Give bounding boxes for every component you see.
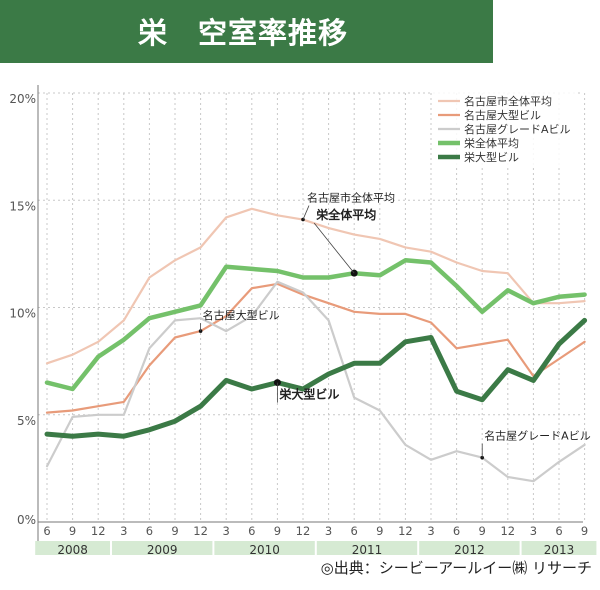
annotation-label: 名古屋大型ビル [203, 308, 280, 322]
chart-title: 栄 空室率推移 [138, 16, 349, 50]
legend-label: 名古屋市全体平均 [464, 94, 552, 108]
year-band [112, 541, 213, 555]
y-tick-label: 20% [9, 92, 36, 106]
year-band [521, 541, 597, 555]
year-label: 2012 [454, 543, 485, 555]
x-tick-label: 6 [351, 524, 358, 538]
year-label: 2008 [57, 543, 88, 555]
x-tick-label: 12 [500, 524, 515, 538]
x-tick-label: 9 [274, 524, 281, 538]
series-line-4 [44, 317, 588, 439]
legend-label: 栄全体平均 [464, 136, 519, 150]
year-label: 2013 [544, 543, 575, 555]
annotation-marker [480, 455, 485, 460]
legend-label: 名古屋大型ビル [464, 108, 541, 122]
x-tick-label: 6 [146, 524, 153, 538]
annotation-label: 栄全体平均 [315, 207, 376, 222]
y-tick-label: 0% [17, 513, 36, 527]
x-tick-label: 12 [398, 524, 413, 538]
annotation-leader [313, 222, 355, 274]
legend-label: 名古屋グレードAビル [464, 122, 571, 136]
y-tick-label: 15% [9, 199, 36, 213]
legend-label: 栄大型ビル [464, 150, 519, 164]
x-tick-label: 12 [193, 524, 208, 538]
vacancy-rate-chart: 0%5%10%15%20% 名古屋市全体平均栄全体平均名古屋大型ビル栄大型ビル名… [9, 85, 597, 555]
x-tick-label: 6 [555, 524, 562, 538]
x-tick-label: 9 [376, 524, 383, 538]
grid [38, 92, 586, 522]
year-band [419, 541, 520, 555]
x-tick-label: 9 [581, 524, 588, 538]
x-tick-label: 12 [296, 524, 311, 538]
x-tick-label: 3 [427, 524, 434, 538]
x-tick-label: 9 [171, 524, 178, 538]
annotation-leader [302, 205, 310, 220]
x-tick-label: 6 [43, 524, 50, 538]
year-label: 2011 [352, 543, 383, 555]
series-lines [44, 207, 588, 483]
series-line-3 [44, 258, 587, 392]
title-banner [0, 0, 493, 63]
x-tick-label: 6 [248, 524, 255, 538]
y-tick-label: 10% [9, 307, 36, 321]
annotation-label: 名古屋市全体平均 [307, 191, 395, 205]
x-tick-label: 3 [120, 524, 127, 538]
source-credit: ◎出典：シービーアールイー㈱ リサーチ [320, 559, 592, 577]
x-axis-labels: 6 9 12 3 6 9 12 3 6 9 12 3 6 9 12 3 6 9 12 3 6 9 2008 2009 2010 2… [35, 524, 597, 555]
x-tick-label: 6 [453, 524, 460, 538]
x-tick-label: 3 [223, 524, 230, 538]
year-band [35, 541, 111, 555]
axes: 0% 5% 10% 15% 20% [9, 85, 583, 548]
x-tick-label: 3 [530, 524, 537, 538]
y-tick-label: 5% [17, 414, 36, 428]
x-tick-label: 9 [479, 524, 486, 538]
year-band [214, 541, 315, 555]
year-label: 2010 [249, 543, 280, 555]
annotation-label: 名古屋グレードAビル [484, 429, 591, 443]
x-tick-label: 12 [91, 524, 106, 538]
series-line-2 [45, 280, 586, 483]
year-band [316, 541, 418, 555]
annotation-marker [198, 329, 203, 333]
x-tick-label: 9 [69, 524, 76, 538]
annotation-label: 栄大型ビル [278, 387, 339, 402]
year-label: 2009 [147, 543, 178, 555]
x-tick-label: 3 [325, 524, 332, 538]
series-line-0 [45, 207, 586, 365]
